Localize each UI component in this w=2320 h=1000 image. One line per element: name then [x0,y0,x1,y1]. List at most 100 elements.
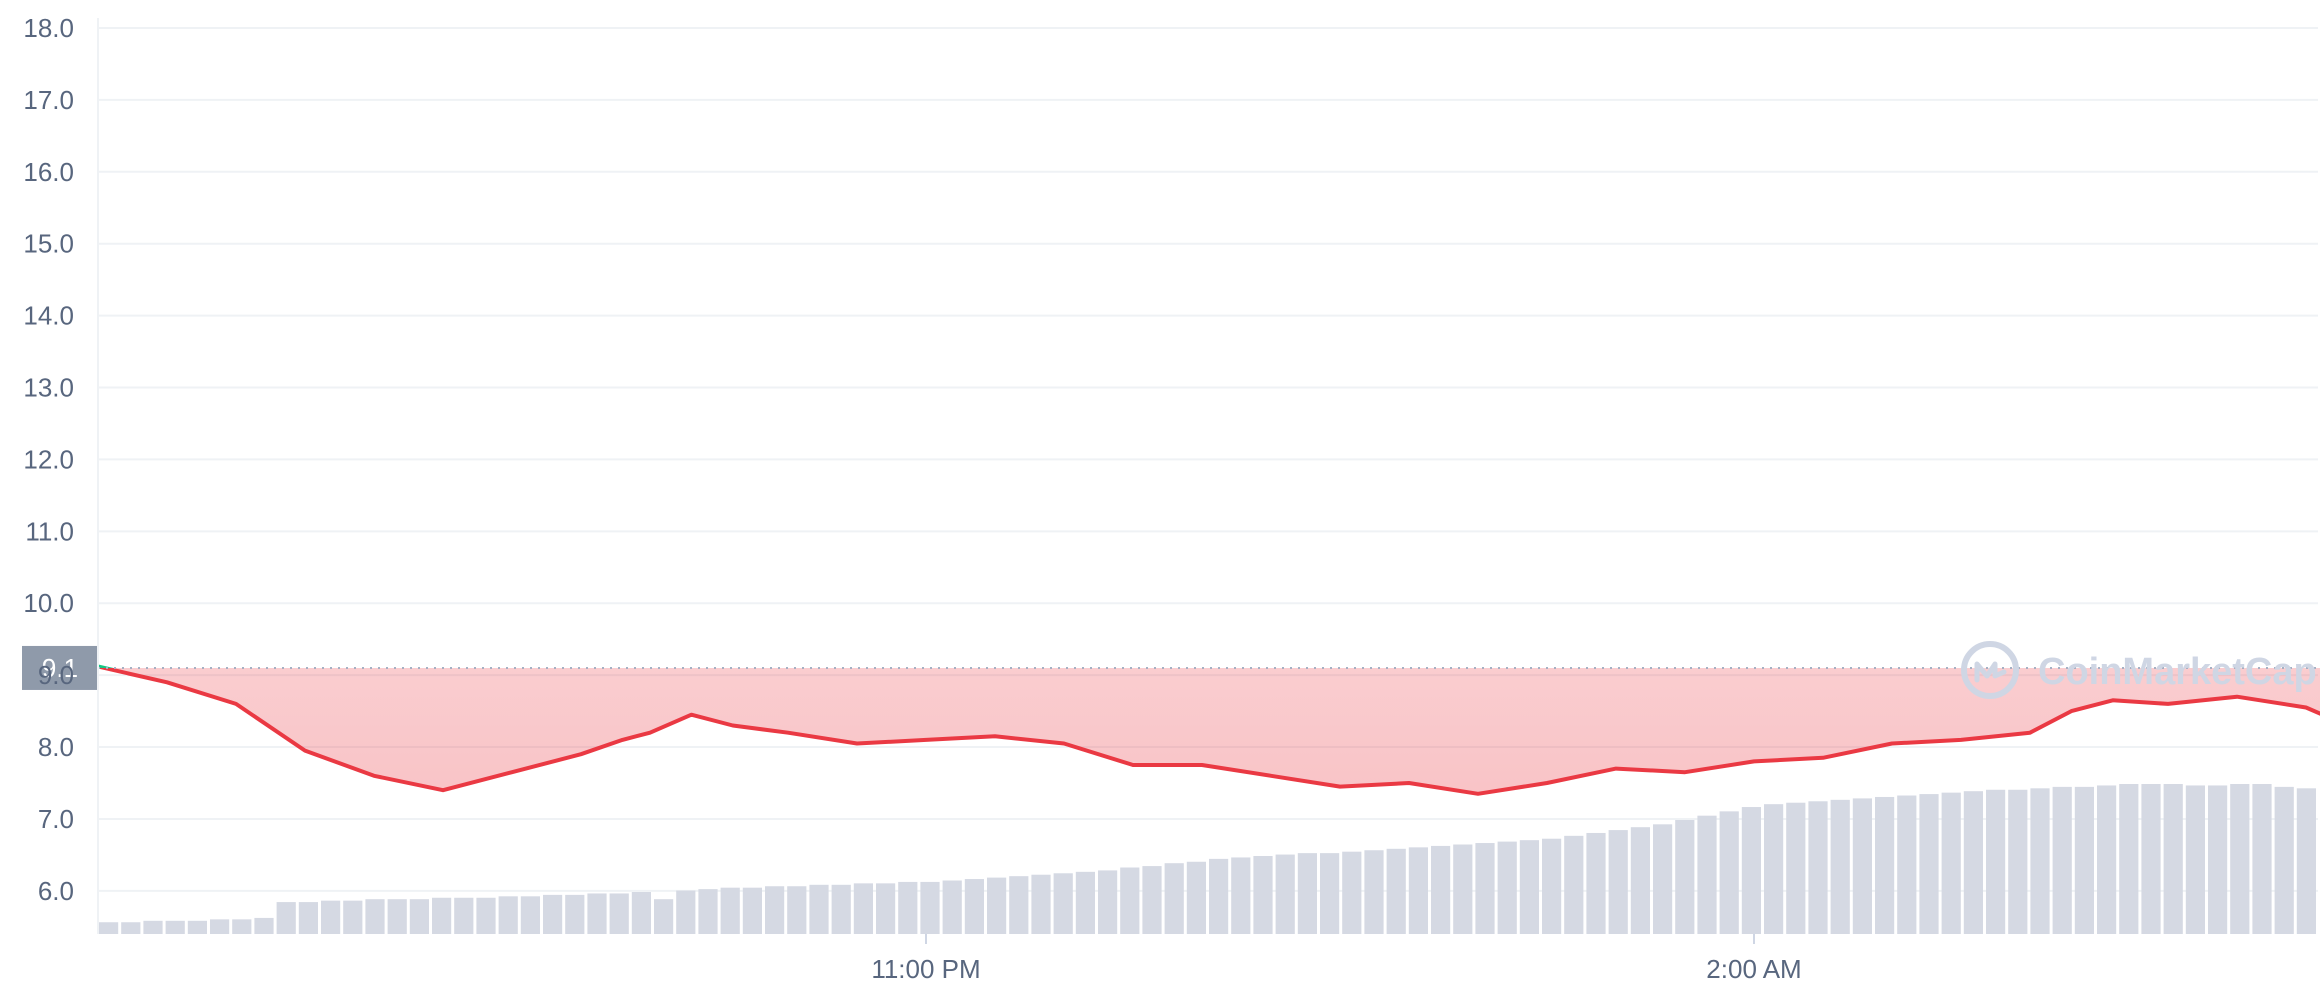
volume-bar [1209,858,1229,934]
y-tick-label: 8.0 [38,732,74,762]
volume-bar [1497,841,1517,934]
volume-bar [898,881,918,934]
volume-bar [187,920,207,934]
coinmarketcap-logo-icon [1961,641,2019,699]
volume-bar [1297,853,1317,934]
volume-bar [1542,838,1562,934]
price-area-down [98,667,2320,794]
price-area [98,666,2320,794]
volume-bar [609,893,629,934]
volume-bar [1053,873,1073,934]
volume-bars [99,784,2316,934]
volume-bar [1808,801,1828,934]
y-tick-label: 9.0 [38,660,74,690]
volume-bar [1320,853,1340,934]
volume-bar [1475,843,1495,934]
volume-bar [1586,832,1606,934]
volume-bar [143,920,163,934]
volume-bar [1919,794,1939,934]
volume-bar [720,887,740,934]
volume-bar [2141,784,2161,934]
volume-bar [853,883,873,934]
y-tick-label: 16.0 [23,157,74,187]
volume-bar [2230,784,2250,934]
volume-bar [321,900,341,934]
volume-bar [787,886,807,934]
volume-bar [520,896,540,934]
volume-bar [232,919,252,934]
coinmarketcap-logo-mark [1974,661,2007,683]
volume-bar [1186,861,1206,934]
volume-bar [1963,791,1983,934]
volume-bar [1431,845,1451,934]
volume-bar [809,884,829,934]
volume-bar [2074,786,2094,934]
volume-bar [1408,847,1428,934]
volume-bar [409,899,429,934]
volume-bar [2274,786,2294,934]
volume-bar [2097,785,2117,934]
volume-bar [1875,796,1895,934]
y-tick-label: 15.0 [23,229,74,259]
watermark-text: CoinMarketCap [2038,651,2317,693]
volume-bar [1231,857,1251,934]
volume-bar [1098,870,1118,934]
volume-bar [831,884,851,934]
volume-bar [1741,807,1761,934]
volume-bar [920,881,940,934]
volume-bar [2008,789,2028,934]
volume-bar [454,897,474,934]
y-tick-label: 10.0 [23,588,74,618]
volume-bar [1630,827,1650,934]
volume-bar [1386,848,1406,934]
volume-bar [1142,866,1162,934]
volume-bar [276,902,296,934]
volume-bar [1986,789,2006,934]
y-tick-label: 14.0 [23,301,74,331]
coinmarketcap-watermark: CoinMarketCap [1961,641,2317,699]
volume-bar [121,922,141,934]
volume-bar [1719,811,1739,934]
axes: 6.0 7.0 8.0 9.0 10.0 11.0 12.0 13.0 14.0 15.0 16.0… [23,13,1801,984]
volume-bar [1941,792,1961,934]
volume-bar [1786,802,1806,934]
volume-bar [565,894,585,934]
volume-bar [99,922,119,934]
volume-bar [1675,820,1695,934]
volume-bar [2030,788,2050,934]
volume-bar [2296,788,2316,934]
volume-bar [1564,835,1584,934]
volume-bar [432,897,452,934]
y-tick-label: 11.0 [25,516,74,546]
volume-bar [1653,824,1673,934]
volume-bar [676,890,696,934]
reference-label-box [22,645,98,690]
reference-label: 9.1 [42,653,78,683]
price-line-down [98,667,2320,796]
volume-bar [543,894,563,934]
price-line [98,664,2320,796]
volume-bar [2163,784,2183,934]
volume-bar [365,899,385,934]
y-tick-label: 7.0 [38,804,74,834]
volume-bar [165,920,185,934]
reference-line: 9.1 [22,645,2318,690]
volume-bar [1608,830,1628,934]
volume-bar [1342,851,1362,934]
volume-bar [1830,799,1850,934]
volume-bar [942,880,962,934]
volume-bar [2185,785,2205,934]
x-tick-label: 2:00 AM [1706,954,1801,984]
volume-bar [210,919,230,934]
volume-bar [1453,844,1473,934]
volume-bar [698,889,718,934]
x-tick-label: 11:00 PM [871,954,980,984]
y-tick-label: 13.0 [23,373,74,403]
volume-bar [2208,785,2228,934]
volume-bar [2052,786,2072,934]
volume-bar [1364,850,1384,934]
volume-bar [631,892,651,934]
volume-bar [765,886,785,934]
volume-bar [1075,871,1095,934]
